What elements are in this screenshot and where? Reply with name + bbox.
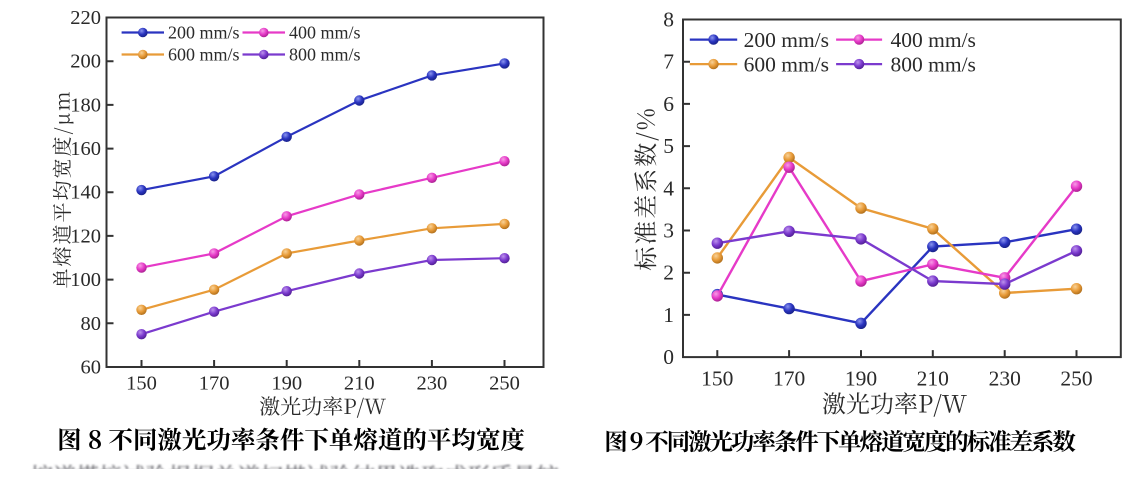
svg-text:160: 160 [70,138,101,160]
svg-text:140: 140 [70,182,101,204]
svg-text:220: 220 [70,7,101,29]
svg-text:0: 0 [663,345,674,369]
svg-text:170: 170 [773,367,805,391]
svg-text:7: 7 [663,50,674,74]
svg-text:190: 190 [845,367,877,391]
svg-text:8: 8 [663,8,674,32]
svg-text:250: 250 [489,373,520,395]
svg-text:800 mm/s: 800 mm/s [289,45,361,65]
svg-text:400 mm/s: 400 mm/s [891,28,976,52]
svg-text:800 mm/s: 800 mm/s [891,52,976,76]
svg-text:2: 2 [663,261,674,285]
svg-text:1: 1 [663,303,674,327]
svg-text:400 mm/s: 400 mm/s [289,23,361,43]
svg-text:3: 3 [663,219,674,243]
svg-text:230: 230 [989,367,1021,391]
svg-text:180: 180 [70,94,101,116]
svg-text:170: 170 [199,373,230,395]
svg-text:5: 5 [663,134,674,158]
svg-text:200 mm/s: 200 mm/s [168,23,240,43]
svg-text:6: 6 [663,92,674,116]
svg-text:60: 60 [81,357,102,379]
svg-text:210: 210 [917,367,949,391]
svg-text:4: 4 [663,176,674,200]
svg-text:150: 150 [701,367,733,391]
svg-text:80: 80 [81,313,102,335]
svg-text:200 mm/s: 200 mm/s [744,28,829,52]
svg-text:210: 210 [344,373,375,395]
svg-text:120: 120 [70,225,101,247]
svg-text:100: 100 [70,269,101,291]
svg-text:200: 200 [70,51,101,73]
svg-text:600 mm/s: 600 mm/s [168,45,240,65]
svg-text:190: 190 [271,373,302,395]
svg-text:150: 150 [126,373,157,395]
svg-text:600 mm/s: 600 mm/s [744,52,829,76]
svg-text:230: 230 [417,373,448,395]
svg-text:250: 250 [1060,367,1092,391]
